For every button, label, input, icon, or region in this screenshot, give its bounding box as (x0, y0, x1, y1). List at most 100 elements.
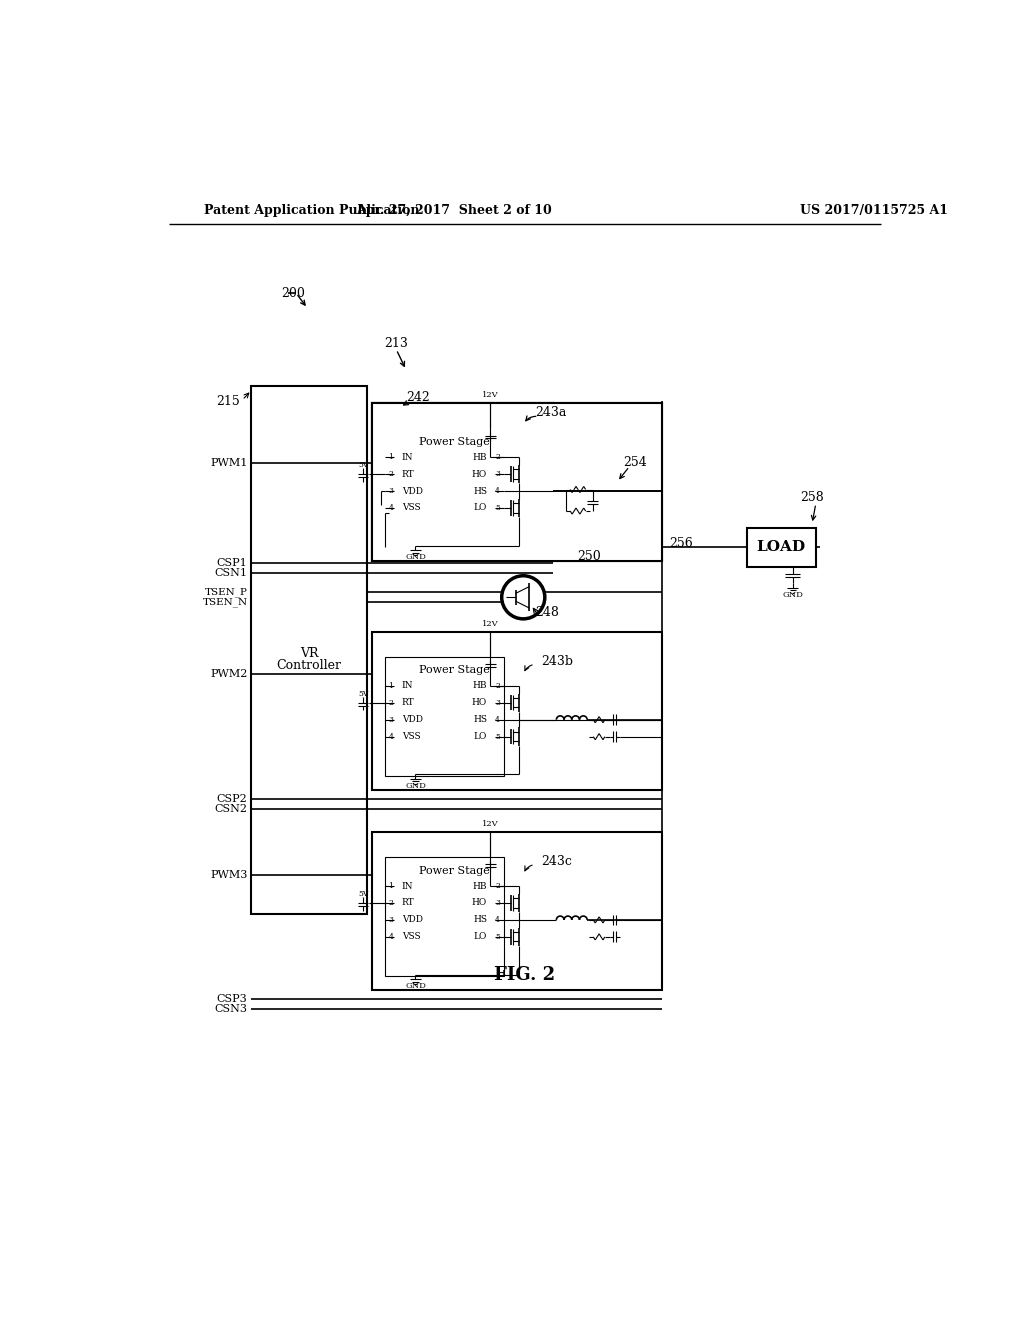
Text: VSS: VSS (401, 733, 420, 741)
Bar (385, 857, 504, 977)
Text: 3: 3 (388, 487, 393, 495)
Text: 4: 4 (388, 504, 393, 512)
Text: 200: 200 (281, 286, 304, 300)
Text: GND: GND (406, 982, 426, 990)
Text: GND: GND (406, 553, 426, 561)
Text: TSEN_N: TSEN_N (203, 597, 248, 607)
Text: 4: 4 (496, 916, 500, 924)
Text: 12V: 12V (482, 820, 499, 829)
Text: RT: RT (401, 899, 415, 907)
Text: 4: 4 (388, 733, 393, 741)
Text: HO: HO (472, 698, 487, 708)
Text: RT: RT (401, 698, 415, 708)
Text: 12V: 12V (482, 620, 499, 628)
Text: 1: 1 (388, 453, 393, 461)
Text: LOAD: LOAD (757, 540, 806, 554)
Text: CSN2: CSN2 (215, 804, 248, 814)
Text: VDD: VDD (401, 715, 423, 725)
Bar (372, 632, 662, 789)
Text: Power Stage: Power Stage (419, 437, 490, 446)
Text: 1: 1 (388, 882, 393, 890)
Text: PWM3: PWM3 (210, 870, 248, 879)
Text: 2: 2 (496, 682, 500, 690)
Text: Patent Application Publication: Patent Application Publication (204, 205, 419, 218)
Text: HB: HB (472, 882, 487, 891)
Text: 2: 2 (388, 698, 393, 706)
Text: 3: 3 (496, 470, 500, 478)
Text: LO: LO (474, 733, 487, 741)
Text: Controller: Controller (276, 659, 342, 672)
Text: Power Stage: Power Stage (419, 665, 490, 676)
Text: FIG. 2: FIG. 2 (495, 966, 555, 983)
Text: 3: 3 (388, 715, 393, 723)
Text: 243b: 243b (541, 655, 573, 668)
Text: 2: 2 (388, 470, 393, 478)
Text: Apr. 27, 2017  Sheet 2 of 10: Apr. 27, 2017 Sheet 2 of 10 (356, 205, 552, 218)
Bar (372, 404, 662, 561)
Text: CSN3: CSN3 (215, 1005, 248, 1014)
Text: GND: GND (782, 591, 803, 599)
Text: 254: 254 (624, 455, 647, 469)
Text: PWM2: PWM2 (210, 669, 248, 680)
Bar (252, 387, 367, 913)
Text: 1: 1 (388, 682, 393, 690)
Text: 12V: 12V (482, 392, 499, 400)
Bar (385, 656, 504, 776)
Text: IN: IN (401, 681, 413, 690)
Text: HB: HB (472, 453, 487, 462)
Text: 4: 4 (388, 933, 393, 941)
Text: 2: 2 (496, 453, 500, 461)
Text: Power Stage: Power Stage (419, 866, 490, 875)
Bar (372, 404, 662, 561)
Bar (372, 404, 553, 561)
Text: 215: 215 (216, 395, 240, 408)
Text: CSP2: CSP2 (217, 795, 248, 804)
Text: HB: HB (472, 681, 487, 690)
Text: 5V: 5V (358, 890, 369, 898)
Text: PWM1: PWM1 (210, 458, 248, 467)
Bar (372, 832, 662, 990)
Text: HO: HO (472, 470, 487, 479)
Text: RT: RT (401, 470, 415, 479)
Text: HS: HS (473, 715, 487, 725)
Text: 248: 248 (536, 606, 559, 619)
Text: 5V: 5V (358, 461, 369, 469)
Text: 3: 3 (496, 899, 500, 907)
Text: VSS: VSS (401, 503, 420, 512)
Text: CSP3: CSP3 (217, 994, 248, 1005)
Text: CSN1: CSN1 (215, 568, 248, 578)
Text: 5: 5 (496, 733, 500, 741)
Text: 242: 242 (407, 391, 430, 404)
Text: CSP1: CSP1 (217, 557, 248, 568)
Text: 5: 5 (496, 504, 500, 512)
Text: HO: HO (472, 899, 487, 907)
Text: VDD: VDD (401, 487, 423, 495)
Text: LO: LO (474, 932, 487, 941)
Text: 2: 2 (388, 899, 393, 907)
Text: 2: 2 (496, 882, 500, 890)
Text: 4: 4 (496, 487, 500, 495)
Text: 5V: 5V (358, 689, 369, 697)
Text: TSEN_P: TSEN_P (205, 587, 248, 597)
Text: IN: IN (401, 453, 413, 462)
Bar (385, 428, 504, 548)
Text: 258: 258 (801, 491, 824, 504)
Text: GND: GND (406, 781, 426, 789)
Text: LO: LO (474, 503, 487, 512)
Text: 3: 3 (496, 698, 500, 706)
Text: 256: 256 (670, 537, 693, 550)
Text: HS: HS (473, 916, 487, 924)
Text: 5: 5 (496, 933, 500, 941)
Text: 243a: 243a (535, 407, 566, 418)
Text: 3: 3 (388, 916, 393, 924)
Text: 250: 250 (578, 550, 601, 564)
Text: US 2017/0115725 A1: US 2017/0115725 A1 (801, 205, 948, 218)
Text: 243c: 243c (541, 855, 571, 869)
Text: VSS: VSS (401, 932, 420, 941)
Text: IN: IN (401, 882, 413, 891)
Bar (746, 528, 816, 566)
Text: VDD: VDD (401, 916, 423, 924)
Text: HS: HS (473, 487, 487, 495)
Text: VR: VR (300, 647, 318, 660)
Text: 213: 213 (385, 337, 409, 350)
